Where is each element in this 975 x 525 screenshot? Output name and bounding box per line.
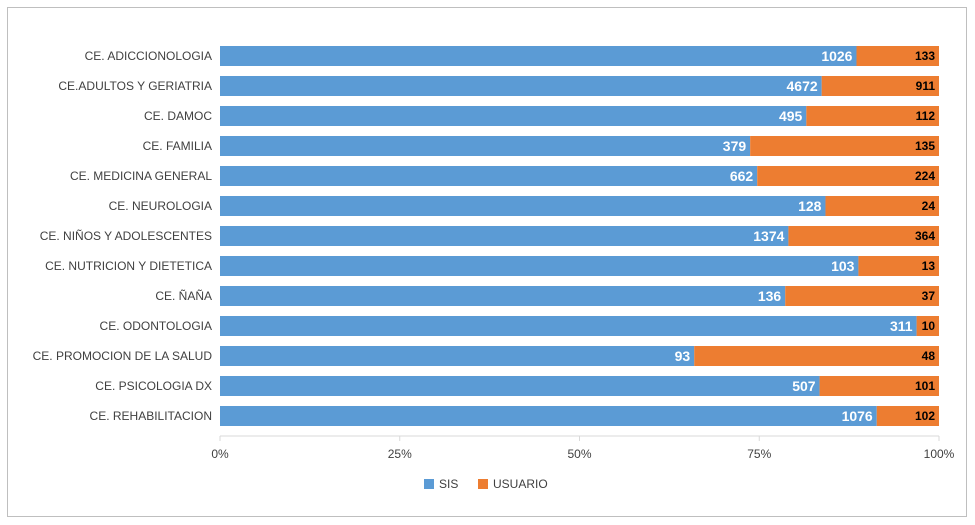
data-label-sis: 311 xyxy=(890,318,913,334)
bar-usuario xyxy=(876,406,939,426)
data-label-sis: 136 xyxy=(758,288,782,304)
data-label-usuario: 364 xyxy=(915,229,935,243)
bar-sis xyxy=(220,46,857,66)
bar-usuario xyxy=(806,106,939,126)
legend-label-sis: SIS xyxy=(439,477,458,491)
category-label: CE. REHABILITACION xyxy=(90,409,212,423)
data-label-usuario: 112 xyxy=(916,109,936,123)
category-label: CE.ADULTOS Y GERIATRIA xyxy=(58,79,212,93)
category-label: CE. ÑAÑA xyxy=(155,289,212,303)
data-label-sis: 379 xyxy=(723,138,747,154)
bar-usuario xyxy=(788,226,939,246)
data-label-sis: 507 xyxy=(792,378,816,394)
category-label: CE. NEUROLOGIA xyxy=(109,199,212,213)
bar-usuario xyxy=(858,256,939,276)
bar-usuario xyxy=(916,316,939,336)
bar-sis xyxy=(220,406,877,426)
bar-usuario xyxy=(694,346,939,366)
bar-sis xyxy=(220,286,786,306)
data-label-sis: 4672 xyxy=(787,78,818,94)
data-label-sis: 495 xyxy=(779,108,803,124)
legend-label-usuario: USUARIO xyxy=(493,477,548,491)
x-tick-label: 0% xyxy=(211,447,229,461)
legend: SIS USUARIO xyxy=(424,477,548,491)
bar-usuario xyxy=(856,46,939,66)
bar-sis xyxy=(220,376,820,396)
bar-sis xyxy=(220,316,917,336)
data-label-usuario: 224 xyxy=(915,169,935,183)
data-label-usuario: 10 xyxy=(922,319,936,333)
data-label-sis: 103 xyxy=(831,258,855,274)
bar-sis xyxy=(220,346,695,366)
bars-layer: 1026 133 4672 911 495 112 379 135 662 224 128 24 137… xyxy=(220,46,939,426)
data-label-usuario: 101 xyxy=(915,379,935,393)
category-label: CE. PROMOCION DE LA SALUD xyxy=(33,349,213,363)
x-tick-label: 100% xyxy=(924,447,955,461)
data-label-sis: 1374 xyxy=(753,228,784,244)
data-label-usuario: 102 xyxy=(915,409,935,423)
data-label-usuario: 48 xyxy=(922,349,936,363)
category-label: CE. NIÑOS Y ADOLESCENTES xyxy=(40,229,212,243)
bar-sis xyxy=(220,166,758,186)
bar-sis xyxy=(220,106,807,126)
category-label: CE. DAMOC xyxy=(144,109,212,123)
bar-sis xyxy=(220,136,751,156)
data-label-usuario: 133 xyxy=(915,49,935,63)
category-label: CE. ODONTOLOGIA xyxy=(100,319,212,333)
category-label: CE. ADICCIONOLOGIA xyxy=(85,49,212,63)
category-labels: CE. ADICCIONOLOGIA CE.ADULTOS Y GERIATRIA… xyxy=(33,49,213,423)
category-label: CE. MEDICINA GENERAL xyxy=(70,169,212,183)
legend-swatch-sis xyxy=(424,479,434,489)
data-label-sis: 1076 xyxy=(842,408,873,424)
bar-usuario xyxy=(757,166,939,186)
x-tick-label: 50% xyxy=(567,447,591,461)
category-label: CE. NUTRICION Y DIETETICA xyxy=(45,259,212,273)
bar-usuario xyxy=(821,76,939,96)
category-label: CE. PSICOLOGIA DX xyxy=(95,379,212,393)
bar-usuario xyxy=(785,286,939,306)
data-label-usuario: 37 xyxy=(922,289,936,303)
data-label-usuario: 135 xyxy=(915,139,935,153)
bar-sis xyxy=(220,256,859,276)
data-label-sis: 93 xyxy=(675,348,691,364)
x-axis: 0% 25% 50% 75% 100% xyxy=(211,435,955,461)
data-label-usuario: 911 xyxy=(916,79,936,93)
bar-sis xyxy=(220,226,789,246)
chart-frame: 1026 133 4672 911 495 112 379 135 662 224 128 24 137… xyxy=(7,7,967,517)
data-label-sis: 662 xyxy=(730,168,754,184)
x-tick-label: 75% xyxy=(747,447,771,461)
bar-usuario xyxy=(750,136,939,156)
data-label-usuario: 13 xyxy=(922,259,936,273)
data-label-usuario: 24 xyxy=(922,199,936,213)
x-tick-label: 25% xyxy=(388,447,412,461)
bar-usuario xyxy=(819,376,939,396)
bar-sis xyxy=(220,196,826,216)
legend-swatch-usuario xyxy=(478,479,488,489)
bar-sis xyxy=(220,76,822,96)
data-label-sis: 128 xyxy=(798,198,822,214)
category-label: CE. FAMILIA xyxy=(143,139,212,153)
data-label-sis: 1026 xyxy=(821,48,852,64)
bar-usuario xyxy=(825,196,939,216)
